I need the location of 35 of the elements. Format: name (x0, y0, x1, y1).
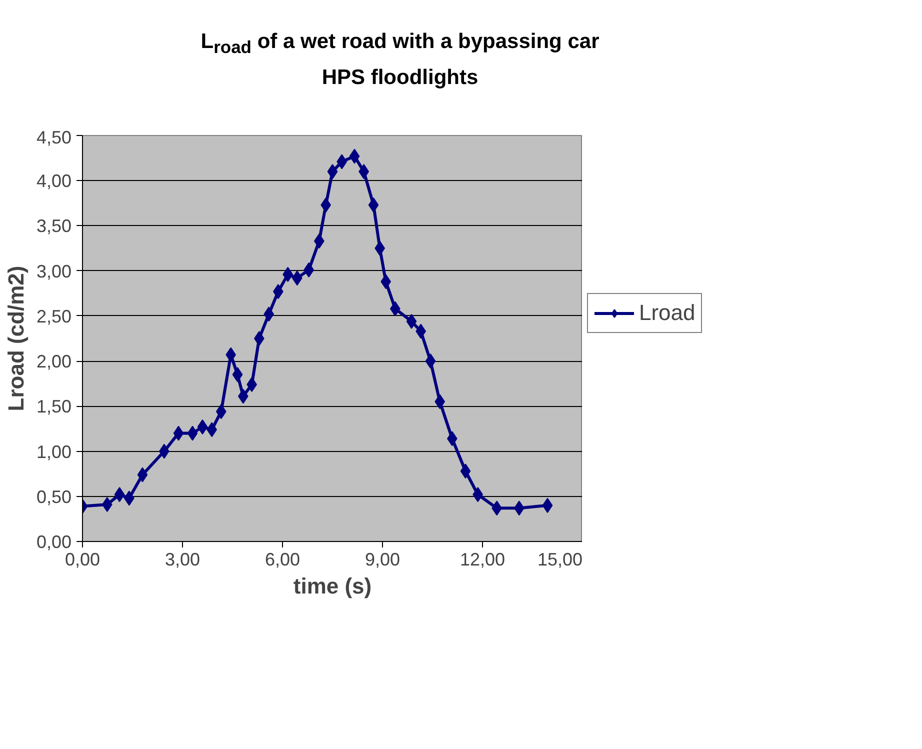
x-tick-label: 0,00 (64, 550, 100, 570)
point (327, 164, 338, 180)
point (254, 331, 264, 346)
y-tick-label: 2,00 (36, 352, 72, 372)
x-tick-label: 9,00 (364, 550, 400, 570)
y-tick-label: 1,00 (36, 442, 72, 462)
point (542, 498, 553, 513)
chart-subtitle: HPS floodlights (322, 66, 478, 90)
y-axis-title: Lroad (cd/m2) (3, 266, 28, 412)
y-tick-label: 4,50 (36, 128, 72, 148)
point (197, 419, 208, 434)
y-tick-label: 0,00 (36, 532, 72, 552)
point (425, 354, 436, 369)
legend-label: Lroad (639, 300, 696, 326)
x-axis-title: time (s) (293, 574, 372, 598)
x-tick-label: 15,00 (537, 550, 583, 570)
y-tick-label: 2,50 (36, 306, 72, 326)
chart-title: L$_{road}$ of a wet road with a bypassing car (200, 30, 600, 58)
point (137, 467, 148, 482)
x-tick-label: 6,00 (264, 550, 300, 570)
point (349, 148, 360, 164)
point (406, 314, 417, 329)
y-tick-label: 3,00 (36, 261, 72, 282)
point (173, 426, 184, 441)
point (187, 426, 198, 441)
point (232, 367, 243, 382)
y-tick-label: 0,50 (36, 486, 72, 507)
point (368, 197, 379, 212)
y-tick-label: 1,50 (36, 396, 72, 417)
point (460, 464, 471, 479)
point (114, 487, 125, 502)
y-tick-label: 3,50 (36, 216, 72, 236)
x-tick-label: 12,00 (460, 550, 506, 570)
x-tick-label: 3,00 (164, 550, 200, 570)
y-tick-label: 4,00 (36, 171, 72, 192)
